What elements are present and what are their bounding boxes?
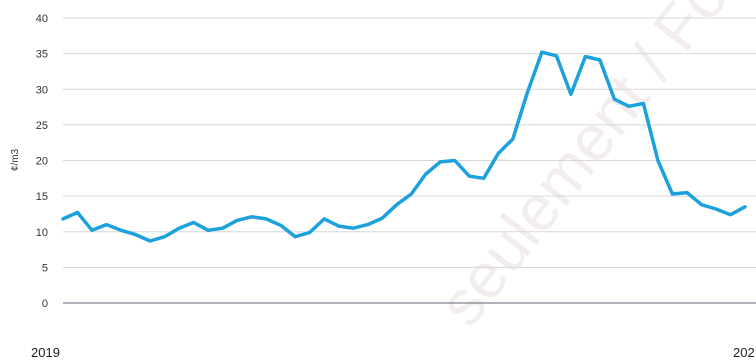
y-tick-label: 30 xyxy=(36,84,48,96)
y-tick-label: 15 xyxy=(36,191,48,203)
y-tick-label: 0 xyxy=(42,298,48,310)
y-tick-label: 10 xyxy=(36,227,48,239)
y-tick-label: 20 xyxy=(36,156,48,168)
y-tick-label: 25 xyxy=(36,120,48,132)
y-tick-label: 40 xyxy=(36,13,48,25)
x-label-end: 202 xyxy=(733,345,755,360)
watermark-text: seulement / For xyxy=(424,0,754,339)
y-axis-ticks: 0 5 10 15 20 25 30 35 40 xyxy=(36,13,48,310)
series-line xyxy=(61,50,747,243)
x-label-start: 2019 xyxy=(31,345,60,360)
y-tick-label: 35 xyxy=(36,49,48,61)
y-tick-label: 5 xyxy=(42,262,48,274)
y-axis-title: ¢/m3 xyxy=(10,148,21,171)
